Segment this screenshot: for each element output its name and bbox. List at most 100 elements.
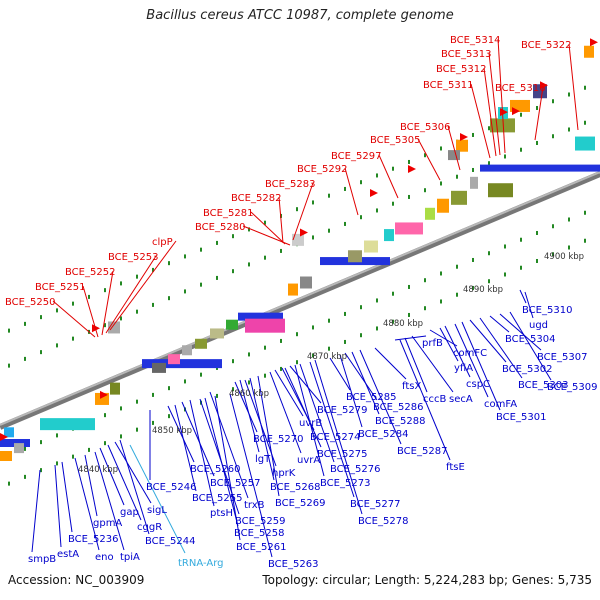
reverse-gene-label[interactable]: BCE_5276 xyxy=(330,464,380,475)
forward-gene-label[interactable]: BCE_5306 xyxy=(400,122,450,133)
reverse-gene-label[interactable]: uvrB xyxy=(299,418,322,429)
forward-gene-label[interactable]: BCE_5252 xyxy=(65,267,115,278)
tick-mark xyxy=(376,173,378,178)
reverse-gene-label[interactable]: BCE_5285 xyxy=(346,392,396,403)
reverse-gene-label[interactable]: lgT xyxy=(255,454,271,465)
reverse-gene-label[interactable]: estA xyxy=(57,549,79,560)
forward-gene-label[interactable]: BCE_5250 xyxy=(5,297,55,308)
reverse-gene-label[interactable]: BCE_5236 xyxy=(68,534,118,545)
forward-gene-label[interactable]: BCE_5251 xyxy=(35,282,85,293)
forward-gene-label[interactable]: BCE_5316 xyxy=(495,83,545,94)
reverse-gene-label[interactable]: BCE_5260 xyxy=(190,464,240,475)
forward-gene-label[interactable]: BCE_5280 xyxy=(195,222,245,233)
reverse-gene-label[interactable]: trxB xyxy=(244,500,265,511)
tick-mark xyxy=(456,264,458,269)
callout-line xyxy=(214,395,241,541)
tick-mark xyxy=(536,105,538,110)
reverse-gene-label[interactable]: BCE_5286 xyxy=(373,402,423,413)
reverse-gene-label[interactable]: hprK xyxy=(272,468,296,479)
tick-mark xyxy=(440,181,442,186)
tick-mark xyxy=(232,234,234,239)
forward-gene-label[interactable]: BCE_5305 xyxy=(370,135,420,146)
forward-gene-label[interactable]: BCE_5253 xyxy=(108,252,158,263)
reverse-gene-label[interactable]: cccB xyxy=(423,394,446,405)
reverse-gene-label[interactable]: BCE_5244 xyxy=(145,536,195,547)
reverse-gene-label[interactable]: ptsH xyxy=(210,508,233,519)
forward-gene-label[interactable]: BCE_5281 xyxy=(203,208,253,219)
reverse-gene-label[interactable]: BCE_5309 xyxy=(547,382,597,393)
tick-mark xyxy=(152,302,154,307)
callout-line xyxy=(399,339,451,461)
reverse-gene-label[interactable]: BCE_5258 xyxy=(234,528,284,539)
reverse-gene-label[interactable]: BCE_5287 xyxy=(397,446,447,457)
reverse-gene-label[interactable]: BCE_5263 xyxy=(268,559,318,570)
tick-mark xyxy=(168,261,170,266)
reverse-gene-label[interactable]: BCE_5307 xyxy=(537,352,587,363)
reverse-gene-label[interactable]: secA xyxy=(449,394,473,405)
reverse-gene-label[interactable]: BCE_5301 xyxy=(496,412,546,423)
reverse-gene-label[interactable]: BCE_5255 xyxy=(192,493,242,504)
forward-gene-label[interactable]: clpP xyxy=(152,237,173,248)
forward-gene-label[interactable]: BCE_5313 xyxy=(441,49,491,60)
forward-gene-label[interactable]: BCE_5297 xyxy=(331,151,381,162)
rna-gene-label[interactable]: tRNA-Arg xyxy=(178,558,223,569)
reverse-gene-label[interactable]: gpmA xyxy=(93,518,122,529)
reverse-gene-label[interactable]: BCE_5284 xyxy=(358,429,408,440)
reverse-gene-label[interactable]: gap xyxy=(120,507,139,518)
reverse-gene-label[interactable]: BCE_5275 xyxy=(317,449,367,460)
reverse-gene-label[interactable]: BCE_5246 xyxy=(146,482,196,493)
tick-mark xyxy=(296,332,298,337)
reverse-gene-label[interactable]: eno xyxy=(95,552,114,563)
reverse-gene-label[interactable]: BCE_5259 xyxy=(235,516,285,527)
callout-line xyxy=(257,375,280,497)
reverse-gene-label[interactable]: BCE_5302 xyxy=(502,364,552,375)
tick-mark xyxy=(376,326,378,331)
forward-gene-label[interactable]: BCE_5322 xyxy=(521,40,571,51)
reverse-gene-label[interactable]: BCE_5273 xyxy=(320,478,370,489)
reverse-gene-label[interactable]: ugd xyxy=(529,320,548,331)
reverse-gene-label[interactable]: BCE_5268 xyxy=(270,482,320,493)
forward-gene-label[interactable]: BCE_5314 xyxy=(450,35,500,46)
reverse-gene-label[interactable]: BCE_5269 xyxy=(275,498,325,509)
callout-line xyxy=(489,315,510,333)
gene-feature xyxy=(14,443,24,454)
reverse-gene-label[interactable]: cspC xyxy=(466,379,490,390)
tick-mark xyxy=(104,288,106,293)
reverse-gene-label[interactable]: yfiA xyxy=(454,363,473,374)
tick-mark xyxy=(488,251,490,256)
tick-mark xyxy=(248,262,250,267)
forward-gene-label[interactable]: BCE_5282 xyxy=(231,193,281,204)
reverse-gene-label[interactable]: comFA xyxy=(484,399,517,410)
reverse-gene-label[interactable]: BCE_5270 xyxy=(253,434,303,445)
forward-gene-label[interactable]: BCE_5283 xyxy=(265,179,315,190)
reverse-gene-label[interactable]: uvrA xyxy=(297,455,320,466)
gene-labels[interactable]: BCE_5250 BCE_5251 BCE_5252 BCE_5253 clpP BCE_… xyxy=(5,35,597,570)
reverse-gene-label[interactable]: BCE_5279 xyxy=(317,405,367,416)
reverse-gene-label[interactable]: BCE_5303 xyxy=(518,380,568,391)
reverse-gene-label[interactable]: BCE_5277 xyxy=(350,499,400,510)
reverse-gene-label[interactable]: sigL xyxy=(147,505,167,516)
forward-gene-arrow xyxy=(460,133,468,142)
reverse-gene-label[interactable]: BCE_5288 xyxy=(375,416,425,427)
tick-mark xyxy=(184,254,186,259)
reverse-gene-label[interactable]: BCE_5278 xyxy=(358,516,408,527)
forward-gene-label[interactable]: BCE_5292 xyxy=(297,164,347,175)
reverse-gene-label[interactable]: ftsX xyxy=(402,381,421,392)
reverse-gene-label[interactable]: comFC xyxy=(453,348,487,359)
forward-gene-label[interactable]: BCE_5311 xyxy=(423,80,473,91)
reverse-gene-label[interactable]: ftsE xyxy=(446,462,465,473)
reverse-gene-label[interactable]: cggR xyxy=(137,522,162,533)
reverse-gene-label[interactable]: prfB xyxy=(422,338,443,349)
reverse-gene-label[interactable]: BCE_5257 xyxy=(210,478,260,489)
reverse-gene-label[interactable]: BCE_5261 xyxy=(236,542,286,553)
forward-gene-label[interactable]: BCE_5312 xyxy=(436,64,486,75)
reverse-gene-label[interactable]: smpB xyxy=(28,554,56,565)
tick-mark xyxy=(392,166,394,171)
reverse-gene-label[interactable]: BCE_5310 xyxy=(522,305,572,316)
tick-mark xyxy=(376,298,378,303)
reverse-gene-label[interactable]: tpiA xyxy=(120,552,140,563)
tick-mark xyxy=(24,356,26,361)
reverse-gene-label[interactable]: BCE_5304 xyxy=(505,334,555,345)
reverse-gene-label[interactable]: BCE_5274 xyxy=(310,432,360,443)
kbp-label: 4870 kbp xyxy=(307,352,347,362)
